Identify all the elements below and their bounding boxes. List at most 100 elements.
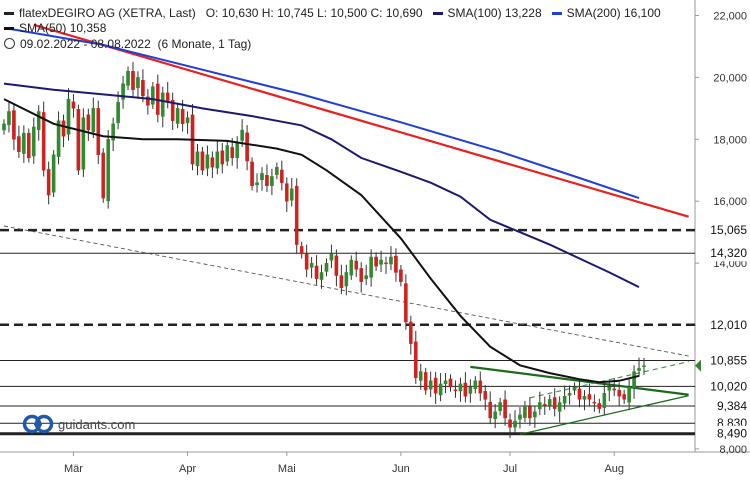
candle-body bbox=[448, 378, 453, 388]
candle-body bbox=[195, 151, 200, 167]
x-tick-label-4: Jul bbox=[503, 463, 517, 475]
x-tick-label-2: Mai bbox=[278, 463, 296, 475]
level-label-bg-0 bbox=[696, 222, 750, 239]
candle-body bbox=[483, 391, 488, 400]
candle-body bbox=[632, 371, 636, 389]
candle-body bbox=[245, 132, 249, 162]
candle-body bbox=[359, 268, 364, 282]
candle-body bbox=[294, 185, 299, 245]
candle-body bbox=[562, 396, 567, 404]
candle-body bbox=[131, 71, 135, 90]
candle-body bbox=[235, 142, 239, 159]
candle-body bbox=[622, 394, 626, 400]
candle-body bbox=[319, 272, 324, 280]
level-label-5: 9,384 bbox=[717, 399, 747, 413]
level-label-0: 15,065 bbox=[710, 223, 747, 237]
candle-body bbox=[637, 368, 641, 371]
x-tick-label-5: Aug bbox=[604, 463, 624, 475]
candle-body bbox=[151, 86, 155, 105]
price-swatch bbox=[4, 12, 14, 16]
level-label-7: 8,490 bbox=[717, 427, 747, 441]
candle-body bbox=[106, 139, 110, 202]
candle-body bbox=[428, 380, 433, 390]
candle-body bbox=[46, 169, 51, 196]
guidants-logo-text: guidants.com bbox=[58, 416, 136, 432]
candle-body bbox=[180, 109, 185, 125]
candle-body bbox=[503, 399, 507, 419]
y-tick-label-5: 18,000 bbox=[713, 134, 747, 146]
candle-body bbox=[453, 389, 458, 391]
candle-body bbox=[31, 126, 36, 157]
candle-body bbox=[612, 388, 617, 391]
candle-body bbox=[423, 372, 428, 391]
series-line-sma100 bbox=[3, 82, 640, 288]
candle-body bbox=[175, 108, 180, 124]
candle-body bbox=[185, 117, 190, 124]
candle-body bbox=[146, 96, 150, 106]
candle-body bbox=[86, 114, 91, 131]
candle-body bbox=[101, 152, 106, 199]
candle-body bbox=[409, 321, 413, 344]
candle-body bbox=[379, 259, 383, 265]
level-label-bg-7 bbox=[696, 425, 750, 442]
x-tick-label-0: Mär bbox=[64, 463, 83, 475]
candle-body bbox=[552, 397, 557, 409]
candle-body bbox=[36, 111, 41, 130]
level-label-bg-5 bbox=[696, 398, 750, 415]
level-label-bg-3 bbox=[696, 352, 750, 369]
y-tick-label-6: 20,000 bbox=[713, 72, 747, 84]
candle-body bbox=[374, 256, 378, 267]
candle-body bbox=[572, 386, 577, 391]
ohlc-values: O: 10,630 H: 10,745 L: 10,500 C: 10,690 bbox=[205, 6, 423, 20]
candle-body bbox=[468, 386, 473, 394]
candle-body bbox=[557, 402, 562, 412]
candle-body bbox=[56, 120, 61, 157]
candle-body bbox=[76, 109, 81, 171]
level-label-4: 10,020 bbox=[710, 379, 747, 393]
candle-body bbox=[215, 151, 220, 169]
candle-body bbox=[597, 403, 602, 409]
header-line-1: flatexDEGIRO AG (XETRA, Last) O: 10,630 H… bbox=[4, 6, 661, 21]
candle-body bbox=[275, 166, 279, 175]
x-tick-label-1: Apr bbox=[179, 463, 196, 475]
candle-body bbox=[225, 145, 230, 162]
candle-body bbox=[309, 262, 314, 268]
candle-body bbox=[170, 100, 175, 121]
candle-body bbox=[582, 396, 587, 400]
candle-body bbox=[210, 157, 215, 168]
candle-body bbox=[111, 123, 115, 141]
candle-body bbox=[488, 401, 493, 419]
candle-body bbox=[116, 101, 120, 124]
candle-body bbox=[324, 262, 329, 272]
candle-body bbox=[418, 371, 423, 381]
instrument-title: flatexDEGIRO AG (XETRA, Last) bbox=[19, 6, 196, 20]
x-tick-label-3: Jun bbox=[392, 463, 410, 475]
candle-body bbox=[66, 98, 71, 135]
candle-body bbox=[160, 92, 165, 117]
candle-body bbox=[121, 83, 125, 100]
sma50-label: SMA(50) bbox=[19, 21, 67, 35]
level-label-bg-2 bbox=[696, 316, 750, 333]
candle-body bbox=[384, 262, 388, 265]
candle-body bbox=[41, 112, 46, 171]
candle-body bbox=[61, 120, 66, 137]
candle-body bbox=[240, 129, 244, 141]
candle-body bbox=[607, 386, 612, 391]
candle-body bbox=[284, 183, 289, 202]
candle-body bbox=[538, 402, 542, 410]
candle-body bbox=[314, 265, 319, 279]
sma200-value: 16,100 bbox=[624, 6, 661, 20]
candle-body bbox=[200, 151, 205, 171]
candle-body bbox=[250, 161, 254, 186]
candle-body bbox=[2, 123, 6, 131]
series-line-sma200 bbox=[3, 26, 640, 200]
guidants-logo-icon bbox=[22, 414, 54, 434]
sma50-swatch bbox=[4, 27, 14, 31]
candle-body bbox=[81, 117, 86, 170]
candle-body bbox=[289, 188, 294, 201]
candle-body bbox=[567, 392, 572, 396]
candle-body bbox=[533, 411, 537, 418]
candle-body bbox=[473, 380, 478, 390]
